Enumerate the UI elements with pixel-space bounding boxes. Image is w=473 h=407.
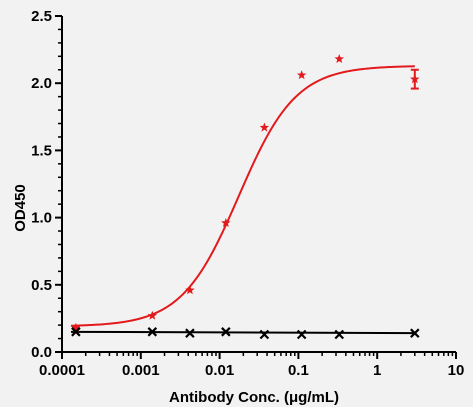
- data-markers: [71, 54, 420, 340]
- x-tick-label: 0.01: [205, 362, 234, 379]
- star-marker: [259, 122, 270, 132]
- star-marker: [71, 322, 81, 332]
- x-marker: [296, 329, 307, 340]
- fit-curves: [70, 65, 415, 335]
- x-tick-label: 0.001: [122, 362, 160, 379]
- y-tick-label: 1.5: [31, 142, 52, 159]
- x-tick-label: 0.1: [288, 362, 309, 379]
- x-axis-title: Antibody Conc. (μg/mL): [169, 389, 339, 406]
- x-tick-label: 0.0001: [39, 362, 85, 379]
- x-marker: [410, 328, 420, 338]
- ticks: 0.0 0.5 1.0 1.5 2.0 2.5 0.0001 0.001 0.01 0.1 1 10: [31, 8, 464, 379]
- x-tick-label: 10: [448, 362, 465, 379]
- star-marker: [296, 70, 307, 80]
- y-tick-label: 1.0: [31, 210, 52, 227]
- x-marker: [147, 327, 158, 337]
- x-marker: [259, 329, 270, 340]
- y-tick-label: 0.0: [31, 344, 52, 361]
- x-marker: [185, 328, 195, 338]
- star-marker: [147, 310, 158, 320]
- x-marker: [221, 327, 231, 337]
- star-marker: [221, 217, 231, 228]
- star-marker: [410, 74, 420, 84]
- y-tick-label: 0.5: [31, 277, 52, 294]
- axes: [61, 16, 456, 353]
- y-tick-label: 2.0: [31, 75, 52, 92]
- x-tick-label: 1: [373, 362, 381, 379]
- fit-curve-series-1: [70, 65, 415, 327]
- x-marker: [334, 329, 345, 340]
- x-marker: [71, 327, 81, 337]
- y-axis-title: OD450: [12, 184, 29, 232]
- star-marker: [185, 285, 195, 295]
- fit-curve-series-2: [70, 330, 415, 335]
- star-marker: [334, 54, 345, 64]
- y-tick-label: 2.5: [31, 8, 52, 25]
